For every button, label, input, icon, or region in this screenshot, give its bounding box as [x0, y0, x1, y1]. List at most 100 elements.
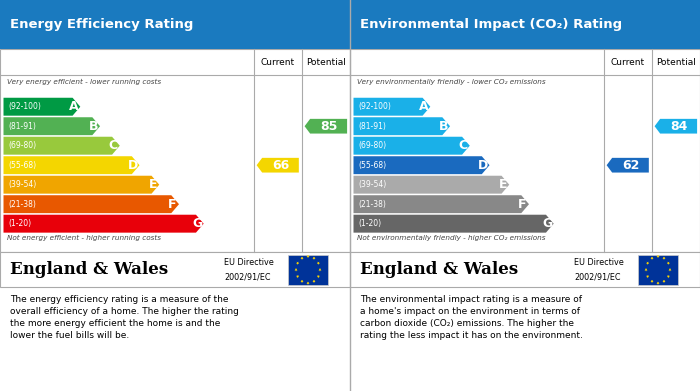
Polygon shape [307, 282, 309, 285]
Text: (55-68): (55-68) [358, 161, 387, 170]
Text: Potential: Potential [656, 57, 696, 67]
Polygon shape [312, 280, 316, 283]
Text: B: B [89, 120, 98, 133]
Polygon shape [318, 268, 321, 272]
Polygon shape [354, 137, 470, 155]
FancyBboxPatch shape [638, 255, 678, 285]
Polygon shape [354, 176, 510, 194]
Text: Very energy efficient - lower running costs: Very energy efficient - lower running co… [7, 79, 161, 86]
Polygon shape [4, 156, 139, 174]
Text: D: D [478, 159, 488, 172]
Text: England & Wales: England & Wales [10, 261, 169, 278]
Text: F: F [168, 198, 176, 211]
Polygon shape [354, 156, 489, 174]
FancyBboxPatch shape [350, 49, 700, 252]
Polygon shape [300, 280, 304, 283]
Text: A: A [69, 100, 78, 113]
Polygon shape [607, 158, 649, 172]
Text: C: C [458, 139, 468, 152]
Polygon shape [4, 176, 160, 194]
Polygon shape [4, 137, 120, 155]
FancyBboxPatch shape [0, 0, 350, 49]
Polygon shape [304, 119, 347, 134]
Polygon shape [667, 275, 670, 278]
Polygon shape [654, 119, 697, 134]
Polygon shape [354, 98, 430, 116]
Polygon shape [667, 262, 670, 265]
Polygon shape [354, 215, 554, 233]
Text: (69-80): (69-80) [358, 141, 387, 150]
Polygon shape [295, 268, 298, 272]
Text: (21-38): (21-38) [8, 200, 36, 209]
Text: (1-20): (1-20) [358, 219, 382, 228]
Polygon shape [657, 282, 659, 285]
Polygon shape [296, 262, 299, 265]
FancyBboxPatch shape [350, 252, 700, 287]
Text: (39-54): (39-54) [358, 180, 387, 189]
Text: (21-38): (21-38) [358, 200, 386, 209]
Text: E: E [498, 178, 507, 191]
Polygon shape [668, 268, 671, 272]
Text: B: B [439, 120, 448, 133]
Text: Current: Current [260, 57, 295, 67]
Text: D: D [128, 159, 138, 172]
Text: 84: 84 [670, 120, 687, 133]
Text: A: A [419, 100, 428, 113]
Text: 85: 85 [320, 120, 337, 133]
Polygon shape [646, 275, 649, 278]
Text: (39-54): (39-54) [8, 180, 37, 189]
Text: Not environmentally friendly - higher CO₂ emissions: Not environmentally friendly - higher CO… [357, 235, 545, 242]
Text: England & Wales: England & Wales [360, 261, 519, 278]
Polygon shape [650, 257, 654, 260]
FancyBboxPatch shape [0, 49, 350, 252]
Polygon shape [4, 98, 80, 116]
Text: F: F [518, 198, 526, 211]
Polygon shape [662, 280, 666, 283]
Text: (55-68): (55-68) [8, 161, 37, 170]
Text: 2002/91/EC: 2002/91/EC [574, 272, 620, 282]
Polygon shape [257, 158, 299, 172]
Text: (92-100): (92-100) [8, 102, 41, 111]
Text: EU Directive: EU Directive [574, 258, 624, 267]
Text: The environmental impact rating is a measure of
a home's impact on the environme: The environmental impact rating is a mea… [360, 295, 583, 340]
Polygon shape [4, 117, 100, 135]
Text: Very environmentally friendly - lower CO₂ emissions: Very environmentally friendly - lower CO… [357, 79, 545, 86]
Polygon shape [312, 257, 316, 260]
Text: Not energy efficient - higher running costs: Not energy efficient - higher running co… [7, 235, 161, 242]
Text: 2002/91/EC: 2002/91/EC [224, 272, 270, 282]
Polygon shape [657, 255, 659, 258]
Text: The energy efficiency rating is a measure of the
overall efficiency of a home. T: The energy efficiency rating is a measur… [10, 295, 239, 340]
Text: 66: 66 [272, 159, 289, 172]
Text: Environmental Impact (CO₂) Rating: Environmental Impact (CO₂) Rating [360, 18, 622, 31]
Polygon shape [354, 195, 529, 213]
Polygon shape [4, 195, 179, 213]
Polygon shape [296, 275, 299, 278]
Polygon shape [645, 268, 648, 272]
Text: Potential: Potential [306, 57, 346, 67]
Polygon shape [646, 262, 649, 265]
Text: C: C [108, 139, 118, 152]
FancyBboxPatch shape [350, 0, 700, 49]
Polygon shape [317, 275, 320, 278]
Text: (81-91): (81-91) [8, 122, 36, 131]
Text: 62: 62 [622, 159, 639, 172]
Text: Current: Current [610, 57, 645, 67]
Text: (69-80): (69-80) [8, 141, 37, 150]
Text: Energy Efficiency Rating: Energy Efficiency Rating [10, 18, 194, 31]
Polygon shape [662, 257, 666, 260]
Polygon shape [307, 255, 309, 258]
Text: EU Directive: EU Directive [224, 258, 274, 267]
Polygon shape [4, 215, 204, 233]
Polygon shape [317, 262, 320, 265]
FancyBboxPatch shape [0, 252, 350, 287]
Text: (92-100): (92-100) [358, 102, 391, 111]
Polygon shape [354, 117, 450, 135]
Text: G: G [192, 217, 202, 230]
Polygon shape [300, 257, 304, 260]
FancyBboxPatch shape [288, 255, 328, 285]
Polygon shape [650, 280, 654, 283]
Text: (1-20): (1-20) [8, 219, 32, 228]
Text: (81-91): (81-91) [358, 122, 386, 131]
Text: G: G [542, 217, 552, 230]
Text: E: E [148, 178, 157, 191]
